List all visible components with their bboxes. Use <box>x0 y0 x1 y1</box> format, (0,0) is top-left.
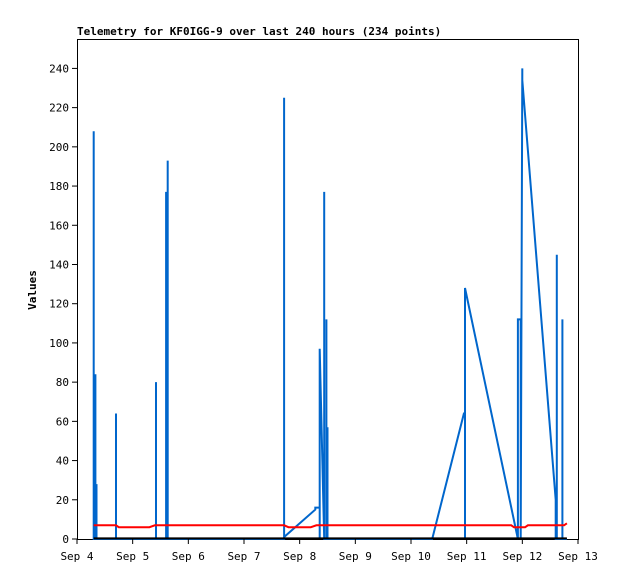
y-tick-label: 240 <box>49 62 69 75</box>
x-tick-label: Sep 11 <box>447 550 487 563</box>
series-layer <box>92 68 568 540</box>
x-tick-label: Sep 10 <box>391 550 431 563</box>
y-tick-label: 160 <box>49 219 69 232</box>
y-tick-label: 100 <box>49 337 69 350</box>
y-tick-label: 140 <box>49 258 69 271</box>
x-tick-label: Sep 7 <box>227 550 260 563</box>
x-tick-label: Sep 12 <box>502 550 542 563</box>
chart-title: Telemetry for KF0IGG-9 over last 240 hou… <box>77 25 441 38</box>
x-tick-label: Sep 6 <box>172 550 205 563</box>
x-axis: Sep 4 Sep 5 Sep 6 Sep 7 Sep 8 Sep 9 Sep 10 Sep … <box>60 539 598 563</box>
y-tick-label: 80 <box>56 376 69 389</box>
x-tick-label: Sep 8 <box>283 550 316 563</box>
x-tick-label: Sep 5 <box>116 550 149 563</box>
y-tick-label: 200 <box>49 141 69 154</box>
y-tick-label: 120 <box>49 298 69 311</box>
y-axis-label: Values <box>26 270 39 310</box>
y-tick-label: 60 <box>56 415 69 428</box>
series-line-1 <box>92 68 567 540</box>
x-tick-label: Sep 9 <box>339 550 372 563</box>
series-line-2 <box>93 522 568 529</box>
x-tick-label: Sep 4 <box>60 550 93 563</box>
y-tick-label: 0 <box>62 533 69 546</box>
y-tick-label: 40 <box>56 455 69 468</box>
y-tick-label: 20 <box>56 494 69 507</box>
y-axis: 0 20 40 60 80 100 120 140 160 180 200 220 240 <box>49 62 77 546</box>
x-tick-label: Sep 13 <box>558 550 598 563</box>
y-tick-label: 180 <box>49 180 69 193</box>
y-tick-label: 220 <box>49 102 69 115</box>
